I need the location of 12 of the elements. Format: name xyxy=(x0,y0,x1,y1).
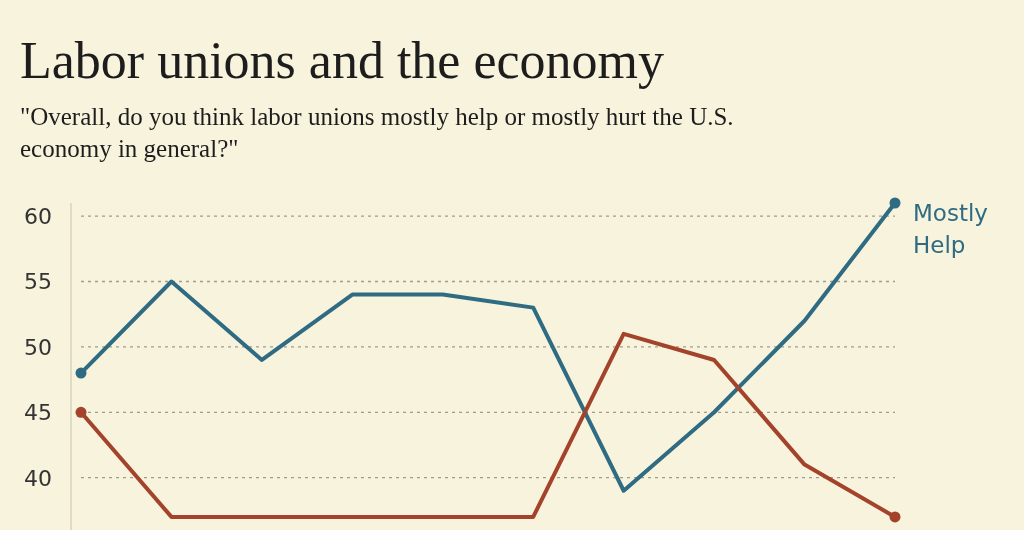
chart-title: Labor unions and the economy xyxy=(20,32,665,89)
y-tick-label: 55 xyxy=(24,269,52,295)
point xyxy=(889,197,901,209)
y-tick-label: 45 xyxy=(24,400,52,426)
point xyxy=(889,511,901,523)
y-tick-label: 60 xyxy=(24,204,52,230)
y-tick-label: 50 xyxy=(24,334,52,360)
point xyxy=(75,406,87,418)
chart-subtitle: "Overall, do you think labor unions mostly help or mostly hurt the U.S. economy in general?" xyxy=(20,103,734,162)
series-label: Mostly Help xyxy=(913,200,988,258)
point xyxy=(75,367,87,379)
y-tick-label: 40 xyxy=(24,465,52,491)
